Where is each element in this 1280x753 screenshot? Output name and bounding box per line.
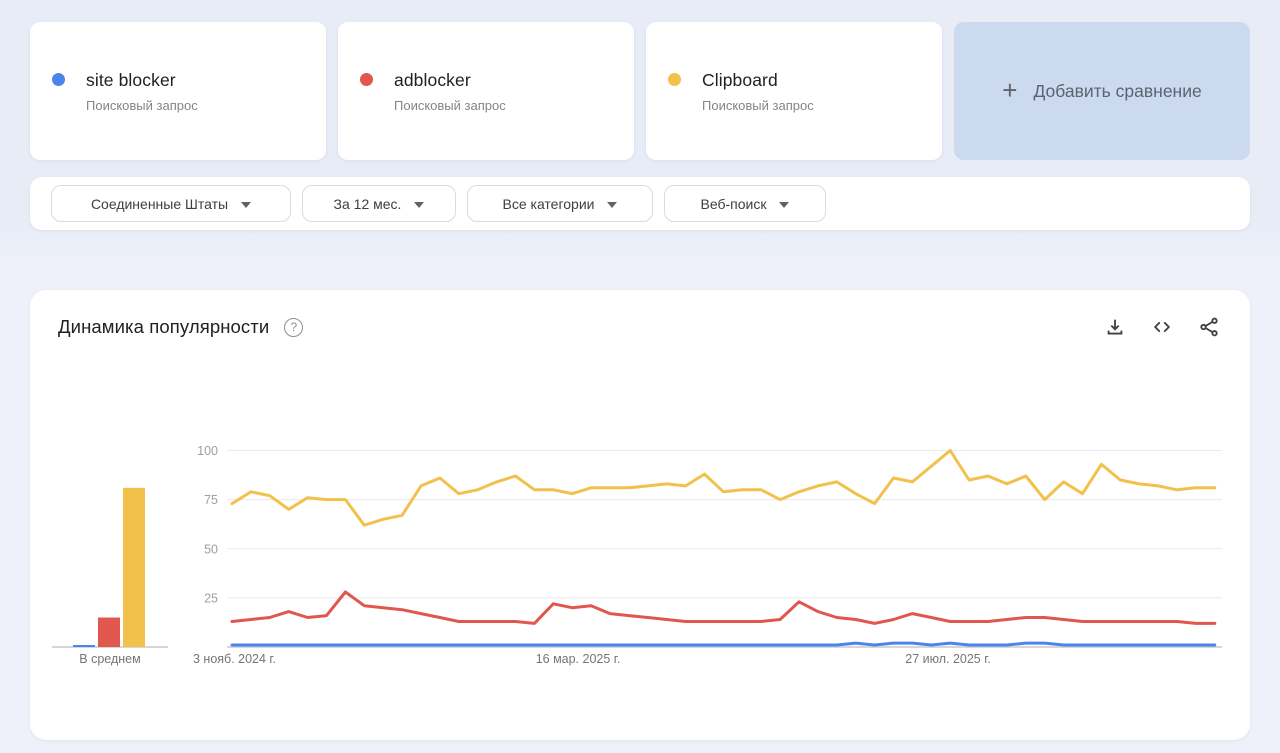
chevron-down-icon [607,201,618,208]
chevron-down-icon [241,201,252,208]
term-label: Clipboard [702,69,778,90]
filter-bar: Соединенные Штаты За 12 мес. Все категор… [30,177,1250,230]
share-icon[interactable] [1198,316,1220,338]
add-comparison-label: Добавить сравнение [1033,80,1202,101]
help-icon[interactable]: ? [284,317,304,337]
svg-text:25: 25 [204,591,218,605]
embed-icon[interactable] [1151,316,1173,338]
chevron-down-icon [779,201,790,208]
interest-over-time-card: Динамика популярности ? 100 75 50 25 В средн… [30,290,1250,740]
svg-text:75: 75 [204,493,218,507]
term-type: Поисковый запрос [86,97,198,113]
chart-header: Динамика популярности ? [58,314,1220,340]
svg-text:50: 50 [204,542,218,556]
plus-icon: + [1002,74,1018,105]
filter-region-label: Соединенные Штаты [90,195,229,212]
svg-text:В среднем: В среднем [79,652,140,666]
filter-timerange-label: За 12 мес. [333,195,402,212]
term-card-site-blocker[interactable]: site blocker Поисковый запрос [30,22,326,160]
term-type: Поисковый запрос [394,97,506,113]
add-comparison-button[interactable]: + Добавить сравнение [954,22,1250,160]
svg-text:100: 100 [197,444,218,458]
filter-timerange-dropdown[interactable]: За 12 мес. [302,185,456,222]
term-type: Поисковый запрос [702,97,814,113]
chart-actions [1104,316,1220,338]
chart-title: Динамика популярности [58,316,270,337]
series-color-dot-blue [52,72,65,86]
download-icon[interactable] [1104,316,1126,338]
term-card-adblocker[interactable]: adblocker Поисковый запрос [338,22,634,160]
filter-region-dropdown[interactable]: Соединенные Штаты [51,185,291,222]
svg-text:3 нояб. 2024 г.: 3 нояб. 2024 г. [193,652,276,666]
filter-searchtype-label: Веб-поиск [700,195,767,212]
filter-category-dropdown[interactable]: Все категории [467,185,653,222]
filter-searchtype-dropdown[interactable]: Веб-поиск [664,185,826,222]
term-label: site blocker [86,69,176,90]
series-color-dot-red [360,72,373,86]
comparison-cards-row: site blocker Поисковый запрос adblocker … [30,22,1250,160]
filter-category-label: Все категории [502,195,595,212]
svg-text:16 мар. 2025 г.: 16 мар. 2025 г. [536,652,621,666]
term-card-clipboard[interactable]: Clipboard Поисковый запрос [646,22,942,160]
trend-chart-svg: 100 75 50 25 В среднем 3 нояб. 2024 г. 16 мар.… [52,444,1222,666]
chevron-down-icon [414,201,425,208]
term-label: adblocker [394,69,471,90]
series-color-dot-yellow [668,72,681,86]
svg-text:27 июл. 2025 г.: 27 июл. 2025 г. [905,652,991,666]
